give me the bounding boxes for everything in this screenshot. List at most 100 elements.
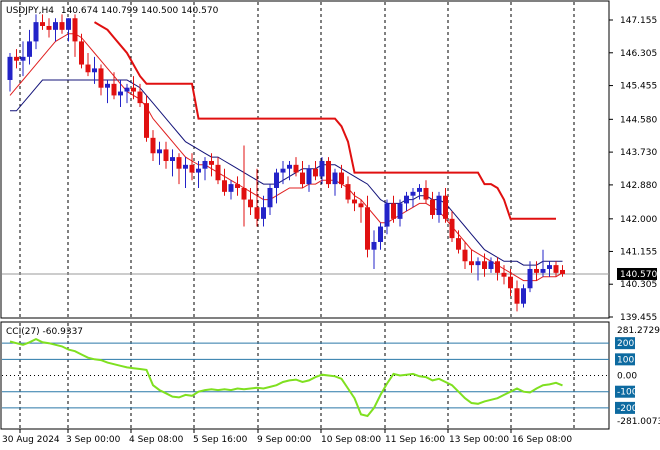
candle-body — [14, 56, 19, 61]
candle-body — [553, 265, 559, 273]
candle-body — [196, 168, 201, 173]
candle-body — [280, 168, 286, 173]
price-tick-label: 142.880 — [620, 181, 657, 191]
candle-body — [163, 149, 169, 161]
candle-body — [339, 172, 344, 185]
symbol-label: USDJPY,H4 — [6, 6, 54, 16]
candle-body — [27, 41, 32, 57]
candle-body — [495, 261, 500, 273]
candle-body — [111, 83, 117, 96]
candle-body — [384, 203, 390, 227]
candle-body — [183, 164, 188, 169]
candle-body — [436, 195, 442, 215]
x-tick-label: 9 Sep 00:00 — [257, 435, 312, 445]
cci-tick-label: -200 — [617, 404, 638, 414]
x-tick-label: 4 Sep 08:00 — [129, 435, 184, 445]
price-tick-label: 144.580 — [620, 115, 657, 125]
price-panel[interactable] — [0, 0, 610, 319]
candle-body — [365, 207, 370, 250]
candle-body — [176, 157, 182, 169]
cci-level-badge — [615, 353, 635, 366]
candle-body — [222, 180, 227, 192]
cci-tick-label: 0.00 — [617, 372, 637, 382]
candle-body — [378, 226, 383, 242]
price-tick-label: 141.155 — [620, 247, 657, 257]
ma-fast-line — [9, 33, 563, 282]
candle-body — [85, 64, 91, 73]
price-tick-label: 146.305 — [620, 49, 657, 59]
x-tick-label: 5 Sep 16:00 — [193, 435, 248, 445]
cci-line — [9, 337, 563, 418]
cci-level-badge — [615, 337, 635, 350]
candle-body — [469, 261, 474, 266]
candle-body — [98, 68, 104, 88]
x-tick-label: 13 Sep 00:00 — [449, 435, 509, 445]
candle-body — [313, 168, 318, 177]
candle-body — [475, 261, 481, 266]
candle-body — [254, 207, 260, 219]
candle-body — [345, 184, 351, 200]
candle-body — [358, 203, 364, 208]
candle-body — [157, 149, 162, 154]
cci-header: CCI(27) -60.9337 — [6, 327, 83, 337]
candle-body — [189, 164, 195, 173]
candle-body — [241, 187, 247, 200]
candle-body — [46, 25, 52, 30]
candle-body — [319, 160, 325, 177]
price-tick-label: 147.155 — [620, 16, 657, 26]
candle-body — [287, 164, 292, 169]
candle-body — [92, 68, 97, 73]
candle-body — [527, 268, 533, 289]
candle-body — [20, 56, 26, 61]
candle-body — [202, 160, 208, 169]
x-tick-label: 16 Sep 08:00 — [512, 435, 572, 445]
cci-panel[interactable] — [0, 321, 610, 430]
candle-body — [124, 87, 130, 92]
candle-body — [137, 91, 143, 104]
candle-body — [40, 22, 45, 26]
candle-body — [352, 199, 357, 204]
x-tick-label: 11 Sep 16:00 — [385, 435, 445, 445]
last-price-label: 140.570 — [620, 270, 657, 280]
candle-body — [228, 184, 234, 192]
candle-body — [261, 207, 266, 219]
price-tick-label: 143.730 — [620, 148, 657, 158]
ohlc-values: 140.674 140.799 140.500 140.570 — [61, 6, 219, 16]
candle-body — [144, 103, 149, 138]
cci-tick-label: -100 — [617, 388, 638, 398]
stop-line — [93, 21, 556, 220]
cci-tick-label: -281.0073 — [617, 417, 660, 427]
candle-body — [456, 238, 461, 250]
candle-body — [53, 22, 58, 30]
candle-body — [423, 187, 429, 200]
candle-body — [482, 261, 487, 269]
candle-body — [7, 56, 13, 80]
candle-body — [209, 160, 214, 165]
cci-level-badge — [615, 385, 635, 398]
x-tick-label: 3 Sep 00:00 — [66, 435, 121, 445]
candle-body — [59, 22, 65, 30]
candle-body — [430, 199, 435, 215]
candle-body — [501, 272, 507, 277]
candle-body — [150, 137, 156, 154]
candle-body — [443, 195, 448, 219]
candle-body — [235, 184, 240, 188]
last-price-badge — [617, 267, 657, 280]
candle-body — [215, 164, 221, 181]
price-tick-label: 142.000 — [620, 215, 657, 225]
x-tick-label: 30 Aug 2024 — [2, 435, 60, 445]
price-tick-label: 139.455 — [620, 313, 657, 323]
cci-level-badge — [615, 401, 635, 414]
candle-body — [72, 18, 78, 42]
candle-body — [488, 261, 494, 269]
candle-body — [326, 160, 331, 185]
candle-body — [521, 288, 526, 304]
candle-body — [33, 22, 39, 42]
cci-tick-label: 200 — [617, 339, 634, 349]
chart-header: USDJPY,H4 140.674 140.799 140.500 140.57… — [6, 6, 219, 16]
candle-body — [170, 157, 175, 161]
cci-tick-label: 100 — [617, 355, 634, 365]
candle-body — [417, 187, 422, 192]
candle-body — [267, 187, 273, 208]
